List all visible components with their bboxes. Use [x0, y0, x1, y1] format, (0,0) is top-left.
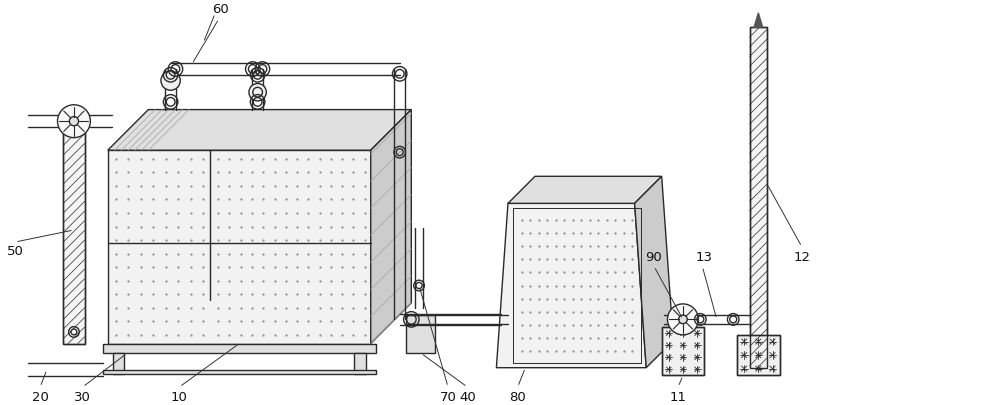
Text: 70: 70: [440, 390, 456, 403]
Bar: [750, 28, 767, 368]
Polygon shape: [108, 110, 411, 151]
Polygon shape: [371, 110, 411, 344]
Text: 10: 10: [171, 390, 188, 403]
Circle shape: [679, 315, 687, 324]
Polygon shape: [754, 14, 763, 28]
Bar: [103, 370, 376, 375]
Polygon shape: [508, 177, 662, 204]
Text: 11: 11: [670, 390, 687, 403]
Circle shape: [58, 105, 90, 138]
Text: 30: 30: [74, 390, 91, 403]
Circle shape: [667, 304, 698, 335]
Bar: [354, 353, 366, 375]
Text: 50: 50: [7, 244, 23, 257]
Bar: [63, 117, 85, 344]
Bar: [406, 315, 435, 353]
Polygon shape: [496, 204, 646, 368]
Text: 40: 40: [459, 390, 476, 403]
Bar: [737, 335, 780, 375]
Bar: [750, 28, 767, 368]
Bar: [513, 209, 641, 363]
Bar: [662, 327, 704, 375]
Text: 80: 80: [509, 390, 526, 403]
Circle shape: [69, 117, 79, 126]
Text: 60: 60: [213, 3, 229, 16]
Text: 13: 13: [696, 251, 713, 264]
Circle shape: [249, 84, 266, 102]
Text: 20: 20: [32, 390, 49, 403]
Polygon shape: [635, 177, 673, 368]
Bar: [737, 335, 780, 375]
Bar: [103, 344, 376, 353]
Bar: [113, 353, 124, 375]
Bar: [63, 117, 85, 344]
Text: 90: 90: [646, 251, 662, 264]
Bar: [108, 151, 371, 344]
Bar: [662, 327, 704, 375]
Circle shape: [161, 72, 180, 91]
Text: 12: 12: [793, 250, 810, 263]
